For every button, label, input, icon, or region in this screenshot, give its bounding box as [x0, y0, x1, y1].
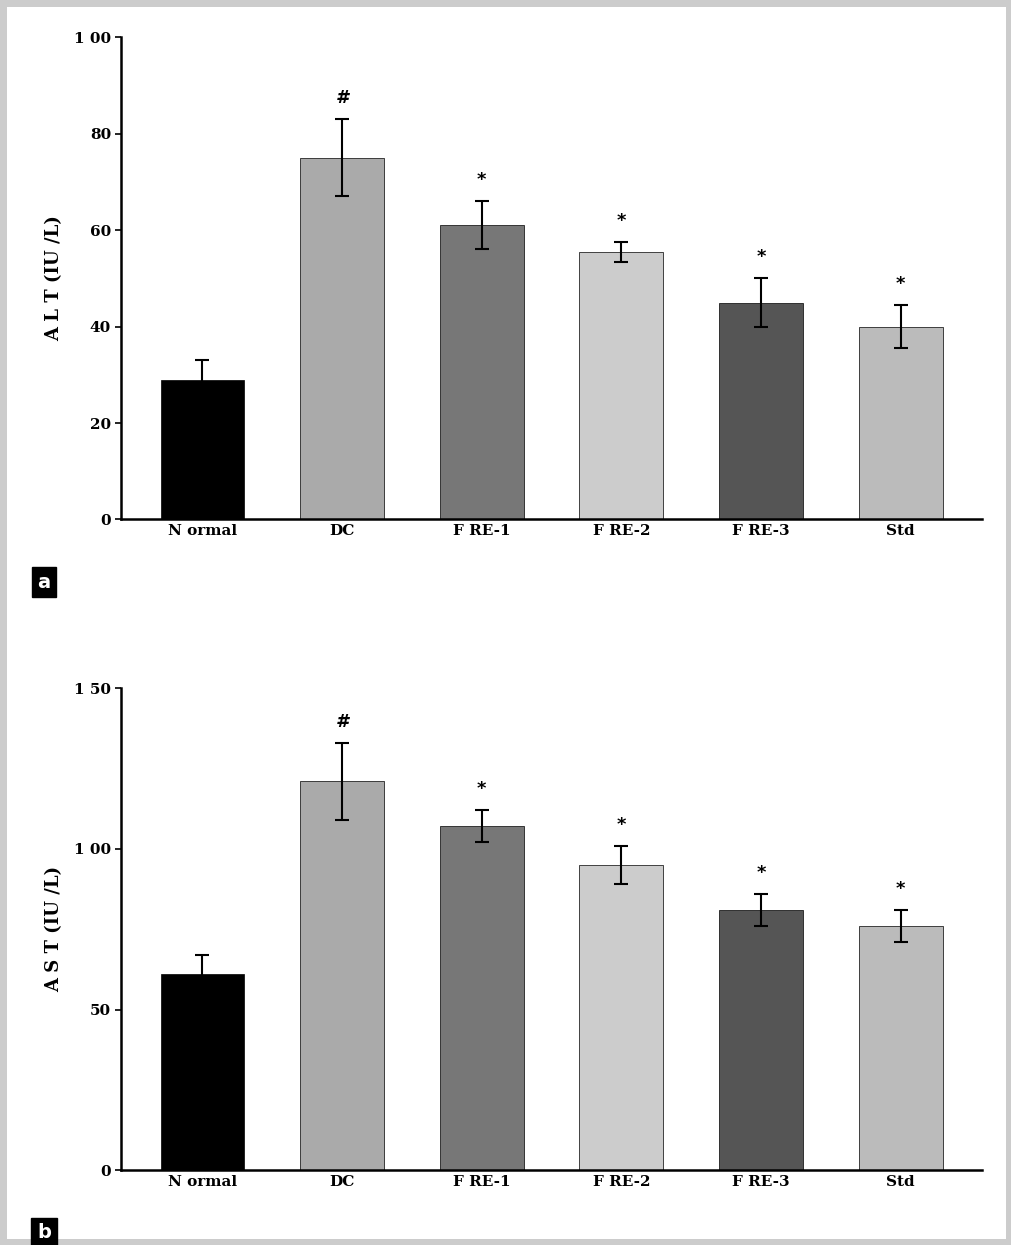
Y-axis label: A S T (IU /L): A S T (IU /L) — [44, 867, 63, 992]
Text: *: * — [755, 864, 765, 881]
Text: a: a — [37, 573, 51, 591]
Y-axis label: A L T (IU /L): A L T (IU /L) — [44, 215, 63, 341]
Bar — [161, 380, 244, 519]
Bar — [858, 326, 941, 519]
Text: *: * — [755, 248, 765, 266]
Bar — [719, 910, 802, 1170]
Bar — [440, 827, 523, 1170]
Text: #: # — [336, 713, 348, 731]
Text: *: * — [616, 815, 626, 834]
Text: *: * — [895, 275, 905, 293]
Text: b: b — [37, 1224, 51, 1243]
Text: #: # — [336, 90, 348, 107]
Bar — [719, 303, 802, 519]
Text: *: * — [476, 781, 486, 798]
Bar — [440, 225, 523, 519]
Bar — [300, 158, 383, 519]
Bar — [300, 782, 383, 1170]
Bar — [579, 865, 662, 1170]
Text: *: * — [616, 212, 626, 230]
Text: *: * — [476, 172, 486, 189]
Bar — [579, 251, 662, 519]
Text: *: * — [895, 880, 905, 898]
Bar — [858, 926, 941, 1170]
Bar — [161, 975, 244, 1170]
